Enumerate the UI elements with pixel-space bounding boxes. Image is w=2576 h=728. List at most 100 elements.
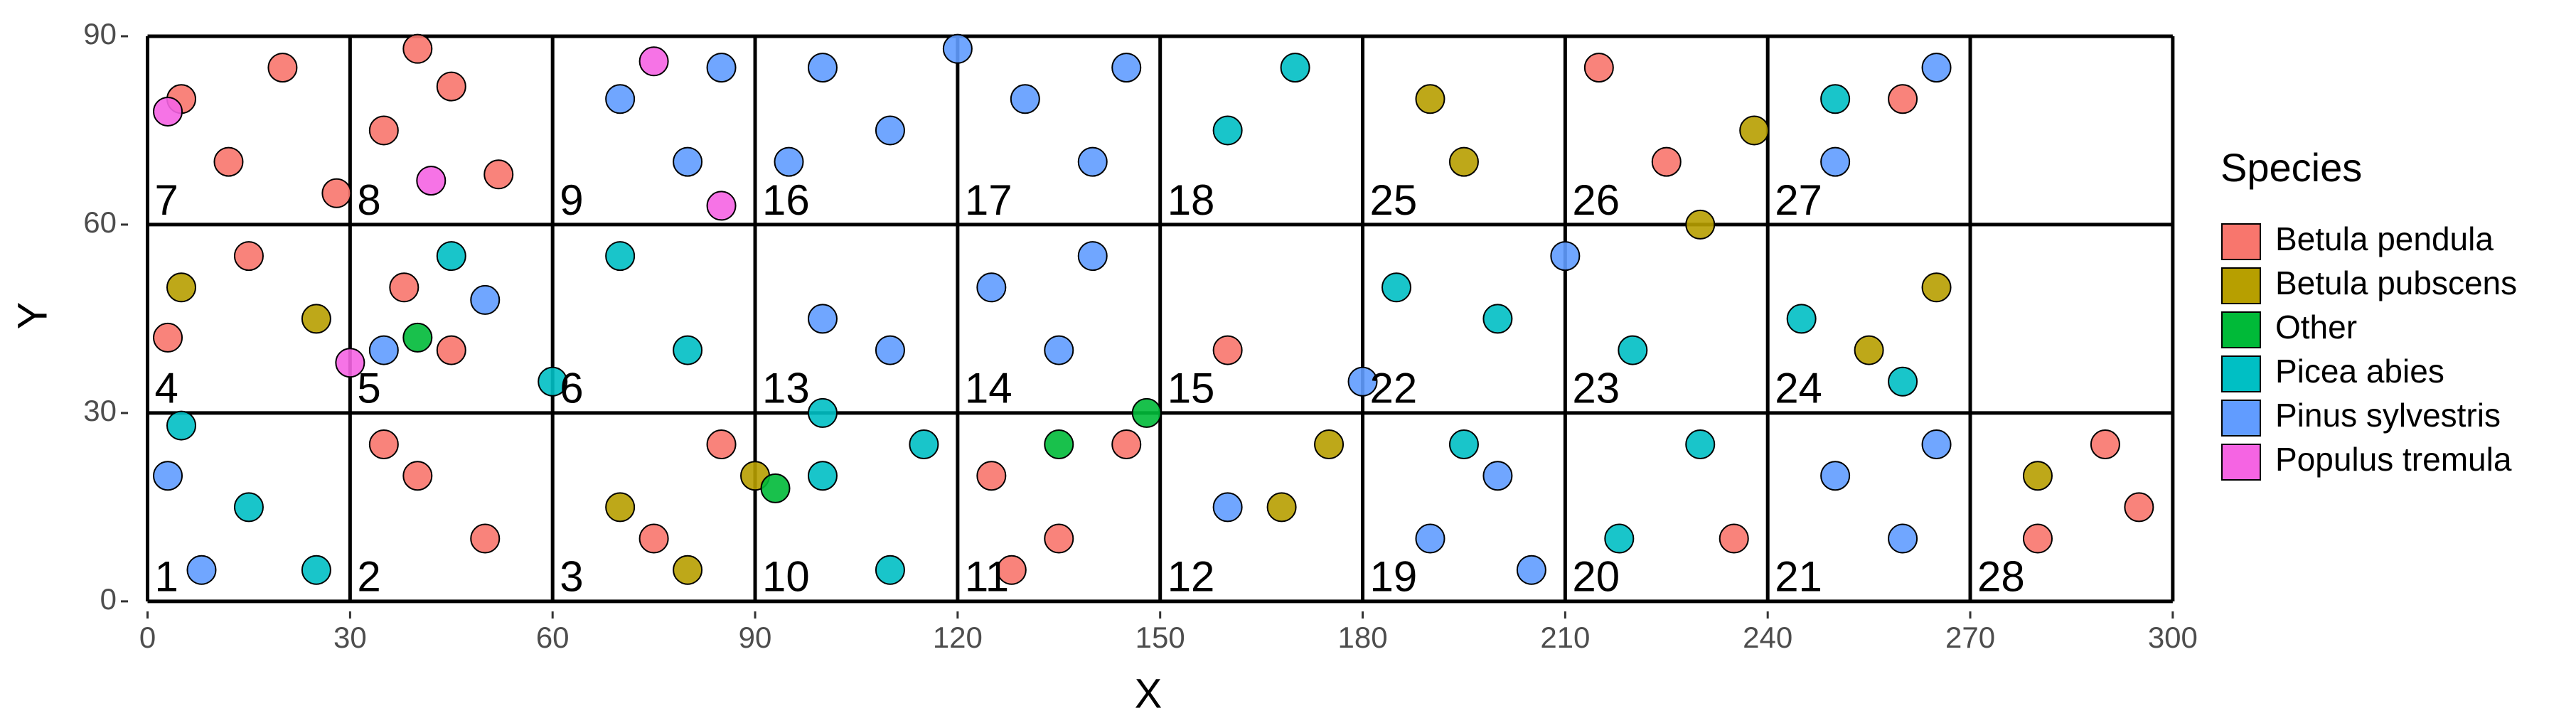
point bbox=[1212, 335, 1243, 365]
legend-label: Pinus sylvestris bbox=[2275, 397, 2501, 434]
point bbox=[402, 33, 433, 64]
plot-label: 28 bbox=[1977, 553, 2025, 601]
point bbox=[875, 335, 905, 365]
point bbox=[1618, 335, 1648, 365]
point bbox=[807, 304, 838, 334]
x-tick-label: 180 bbox=[1337, 621, 1387, 654]
point bbox=[538, 366, 568, 397]
point bbox=[166, 410, 197, 441]
x-tick-label: 90 bbox=[739, 621, 772, 654]
point bbox=[1820, 84, 1851, 114]
point bbox=[1415, 84, 1445, 114]
point bbox=[1583, 53, 1614, 83]
plot-label: 10 bbox=[762, 553, 810, 601]
point bbox=[1131, 397, 1162, 428]
legend-title: Species bbox=[2220, 145, 2362, 190]
x-tick-label: 60 bbox=[536, 621, 570, 654]
point bbox=[213, 146, 244, 177]
point bbox=[1921, 429, 1952, 460]
point bbox=[153, 96, 183, 127]
legend-label: Populus tremula bbox=[2275, 441, 2512, 478]
y-tick-label: 0 bbox=[100, 582, 117, 616]
point bbox=[673, 146, 703, 177]
point bbox=[1347, 366, 1378, 397]
point bbox=[368, 115, 399, 146]
x-tick-label: 150 bbox=[1135, 621, 1185, 654]
point bbox=[1685, 209, 1716, 240]
point bbox=[1212, 115, 1243, 146]
point bbox=[605, 84, 636, 114]
point bbox=[1651, 146, 1682, 177]
point bbox=[1010, 84, 1040, 114]
plot-label: 15 bbox=[1167, 365, 1215, 412]
point bbox=[1415, 523, 1445, 554]
point bbox=[1888, 366, 1918, 397]
point bbox=[1111, 429, 1142, 460]
point bbox=[368, 335, 399, 365]
y-tick-label: 90 bbox=[83, 17, 117, 50]
plot-label: 25 bbox=[1370, 176, 1418, 224]
plot-label: 1 bbox=[155, 553, 178, 601]
point bbox=[1604, 523, 1635, 554]
point bbox=[1044, 523, 1074, 554]
point bbox=[807, 461, 838, 491]
point bbox=[605, 241, 636, 272]
point bbox=[1314, 429, 1345, 460]
point bbox=[1077, 241, 1108, 272]
point bbox=[706, 53, 737, 83]
plot-label: 17 bbox=[965, 176, 1012, 224]
point bbox=[1550, 241, 1581, 272]
legend-key bbox=[2221, 267, 2261, 304]
legend-label: Betula pendula bbox=[2275, 220, 2494, 257]
point bbox=[774, 146, 804, 177]
point bbox=[1719, 523, 1749, 554]
x-tick-label: 0 bbox=[139, 621, 156, 654]
point bbox=[1820, 146, 1851, 177]
plot-label: 4 bbox=[155, 365, 178, 412]
point bbox=[875, 555, 905, 585]
x-tick-label: 210 bbox=[1540, 621, 1590, 654]
legend-key bbox=[2221, 444, 2261, 481]
point bbox=[153, 461, 183, 491]
point bbox=[436, 335, 466, 365]
x-tick-label: 240 bbox=[1743, 621, 1792, 654]
x-tick-label: 30 bbox=[333, 621, 367, 654]
point bbox=[1921, 272, 1952, 303]
point bbox=[976, 272, 1007, 303]
point bbox=[1685, 429, 1716, 460]
y-axis-title: Y bbox=[9, 302, 55, 330]
point bbox=[2124, 492, 2154, 523]
point bbox=[470, 523, 501, 554]
point bbox=[942, 33, 973, 64]
point bbox=[1820, 461, 1851, 491]
plot-label: 12 bbox=[1167, 553, 1215, 601]
point bbox=[301, 304, 331, 334]
point bbox=[875, 115, 905, 146]
point bbox=[1111, 53, 1142, 83]
point bbox=[1212, 492, 1243, 523]
point bbox=[976, 461, 1007, 491]
point bbox=[335, 348, 365, 378]
point bbox=[1516, 555, 1546, 585]
point bbox=[233, 492, 264, 523]
plot-label: 22 bbox=[1370, 365, 1418, 412]
x-tick-label: 270 bbox=[1945, 621, 1995, 654]
point bbox=[1448, 146, 1479, 177]
point bbox=[153, 322, 183, 353]
point bbox=[1482, 304, 1513, 334]
legend-key bbox=[2221, 311, 2261, 348]
plot-label: 8 bbox=[357, 176, 380, 224]
plot-label: 9 bbox=[560, 176, 583, 224]
legend-label: Other bbox=[2275, 309, 2357, 346]
plot-label: 6 bbox=[560, 365, 583, 412]
point bbox=[470, 284, 501, 315]
point bbox=[166, 272, 197, 303]
plot-label: 18 bbox=[1167, 176, 1215, 224]
point bbox=[1921, 53, 1952, 83]
point bbox=[186, 555, 217, 585]
point bbox=[909, 429, 939, 460]
plot-label: 20 bbox=[1572, 553, 1620, 601]
point bbox=[402, 461, 433, 491]
point bbox=[1482, 461, 1513, 491]
